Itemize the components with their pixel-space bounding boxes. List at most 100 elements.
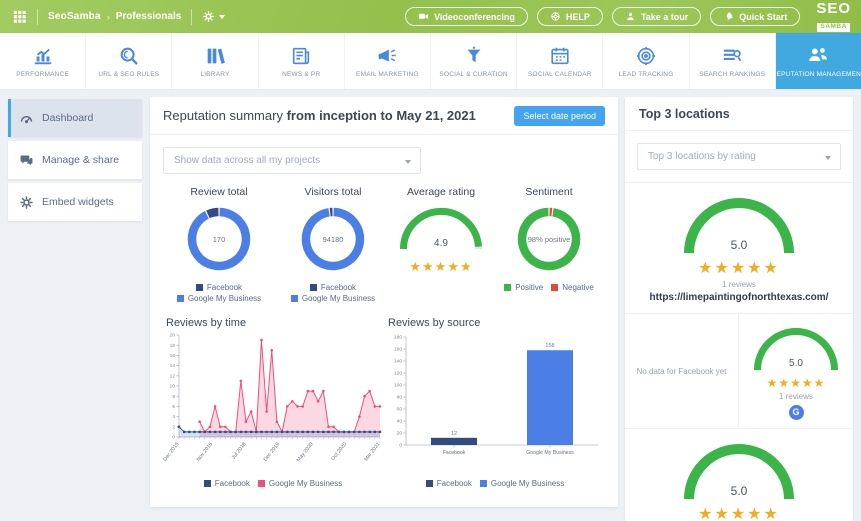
svg-text:Facebook: Facebook xyxy=(443,450,466,456)
embed-widgets-icon xyxy=(19,195,34,210)
logo-text-bottom: SAMBA xyxy=(817,23,850,32)
rating-stars: ★★★★★ xyxy=(409,259,473,274)
sidebar-item-dashboard[interactable]: Dashboard xyxy=(8,99,142,137)
legend-item: Google My Business xyxy=(479,479,564,488)
reviews-by-time-chart: Reviews by time 0 2 4 6 8 10 12 14 16 18 20 Dec 201… xyxy=(162,317,384,488)
settings-gear-icon[interactable] xyxy=(202,10,215,23)
legend-item: Google My Business xyxy=(257,479,342,488)
topbar: SeoSamba › Professionals Videoconferenci… xyxy=(0,0,861,33)
svg-text:12: 12 xyxy=(170,373,176,379)
location-item: 5.0 ★★★★★ 56 reviews https://limepaintin… xyxy=(625,428,853,521)
chart-title: Reviews by time xyxy=(166,317,247,329)
svg-text:140: 140 xyxy=(394,359,402,365)
legend-swatch xyxy=(479,480,487,487)
svg-text:20: 20 xyxy=(170,333,176,339)
svg-text:4: 4 xyxy=(172,414,175,420)
legend-item: Facebook xyxy=(276,283,390,292)
email-marketing-icon xyxy=(376,45,398,67)
svg-text:2: 2 xyxy=(172,424,175,430)
svg-text:80: 80 xyxy=(397,395,403,401)
url-seo-rules-icon xyxy=(118,45,140,67)
nav-item-social-curation[interactable]: SOCIAL & CURATION xyxy=(431,33,518,89)
sidebar-item-embed-widgets[interactable]: Embed widgets xyxy=(8,183,142,221)
svg-text:Google My Business: Google My Business xyxy=(526,450,574,456)
locations-title: Top 3 locations xyxy=(625,97,853,131)
chart-title: Sentiment xyxy=(525,186,573,198)
topbar-left: SeoSamba › Professionals xyxy=(12,8,226,25)
news-pr-icon xyxy=(290,45,312,67)
svg-text:18: 18 xyxy=(170,343,176,349)
location-facebook-cell: No data for Facebook yet xyxy=(625,314,739,428)
chart-title: Average rating xyxy=(406,186,476,198)
select-date-period-button[interactable]: Select date period xyxy=(514,105,605,126)
sentiment-chart: Sentiment 98% positive Positive Negative xyxy=(492,186,606,303)
reputation-management-icon xyxy=(807,45,829,67)
visitors-total-donut: 94180 xyxy=(298,204,368,274)
location-google-cell: 5.0 ★★★★★ 1 reviews G xyxy=(739,314,853,428)
performance-icon xyxy=(32,45,54,67)
quick-start-button[interactable]: Quick Start xyxy=(710,7,801,26)
legend-swatch xyxy=(309,284,317,291)
location-stars: ★★★★★ xyxy=(698,260,780,277)
social-curation-icon xyxy=(463,45,485,67)
sidebar-item-manage-share[interactable]: Manage & share xyxy=(8,141,142,179)
chart-legend: Facebook Google My Business xyxy=(276,283,390,303)
legend-swatch xyxy=(504,284,512,291)
nav-item-library[interactable]: LIBRARY xyxy=(172,33,259,89)
apps-grid-icon[interactable] xyxy=(12,9,27,24)
person-icon xyxy=(625,11,636,22)
location-url[interactable]: https://limepaintingofnorthtexas.com/ xyxy=(649,292,829,303)
module-nav: PERFORMANCE URL & SEO RULES LIBRARY NEWS & … xyxy=(0,33,861,90)
nav-item-url-seo-rules[interactable]: URL & SEO RULES xyxy=(86,33,173,89)
legend-swatch xyxy=(257,480,265,487)
location-rating-gauge: 5.0 xyxy=(753,324,839,372)
average-rating-gauge: 4.9 xyxy=(399,204,483,252)
rocket-icon xyxy=(723,11,734,22)
nav-item-social-calendar[interactable]: SOCIAL CALENDAR xyxy=(517,33,604,89)
breadcrumb-section[interactable]: Professionals xyxy=(115,11,182,22)
videoconferencing-button[interactable]: Videoconferencing xyxy=(405,7,528,26)
page-title: Reputation summary from inception to May… xyxy=(163,108,476,123)
sentiment-donut: 98% positive xyxy=(514,204,584,274)
svg-text:120: 120 xyxy=(394,371,402,377)
location-rating-value: 5.0 xyxy=(730,484,748,498)
brand-name[interactable]: SeoSamba xyxy=(48,11,101,22)
svg-text:20: 20 xyxy=(397,431,403,437)
nav-item-email-marketing[interactable]: EMAIL MARKETING xyxy=(345,33,432,89)
lifebuoy-icon xyxy=(550,11,561,22)
legend-swatch xyxy=(195,284,203,291)
kpi-charts-row: Review total 170 Facebook Google My Busin… xyxy=(150,174,618,303)
legend-item: Facebook xyxy=(162,283,276,292)
svg-text:Oct 2020: Oct 2020 xyxy=(330,441,348,461)
topbar-right: Videoconferencing HELP Take a tour Quick St… xyxy=(405,1,851,32)
help-button[interactable]: HELP xyxy=(536,7,603,26)
nav-item-news-pr[interactable]: NEWS & PR xyxy=(259,33,345,89)
nav-item-search-rankings[interactable]: SEARCH RANKINGS xyxy=(690,33,776,89)
summary-card: Reputation summary from inception to May… xyxy=(150,97,618,507)
legend-swatch xyxy=(203,480,211,487)
chart-title: Visitors total xyxy=(304,186,362,198)
no-data-note: No data for Facebook yet xyxy=(636,366,727,376)
visitors-total-value: 94180 xyxy=(322,234,344,244)
svg-text:Jul 2018: Jul 2018 xyxy=(231,441,248,460)
locations-dropdown[interactable]: Top 3 locations by rating xyxy=(637,143,841,170)
chart-legend: Positive Negative xyxy=(492,283,606,292)
search-rankings-icon xyxy=(721,45,743,67)
svg-text:180: 180 xyxy=(394,335,402,341)
svg-text:May 2020: May 2020 xyxy=(296,441,315,463)
google-icon[interactable]: G xyxy=(788,405,804,420)
location-stars: ★★★★★ xyxy=(698,506,780,521)
take-a-tour-button[interactable]: Take a tour xyxy=(611,7,702,26)
svg-text:60: 60 xyxy=(397,407,403,413)
projects-dropdown-value: Show data across all my projects xyxy=(174,155,321,166)
svg-text:10: 10 xyxy=(170,384,176,390)
nav-item-lead-tracking[interactable]: LEAD TRACKING xyxy=(603,33,690,89)
legend-item: Positive xyxy=(504,283,543,292)
nav-item-performance[interactable]: PERFORMANCE xyxy=(0,33,87,89)
chart-title: Review total xyxy=(190,186,248,198)
nav-item-reputation-management[interactable]: REPUTATION MANAGEMENT xyxy=(775,33,861,89)
projects-dropdown[interactable]: Show data across all my projects xyxy=(163,147,421,174)
legend-item: Negative xyxy=(551,283,594,292)
average-rating-chart: Average rating 4.9 ★★★★★ xyxy=(390,186,492,303)
